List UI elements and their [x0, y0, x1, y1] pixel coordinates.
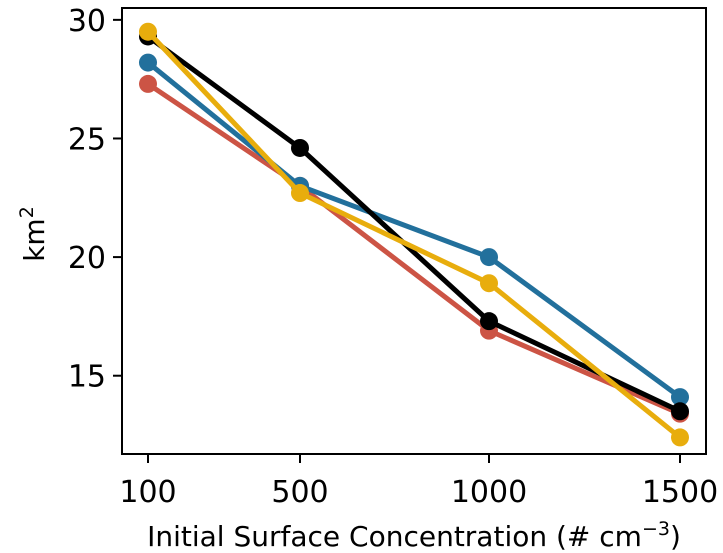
series-3-point-1000 [480, 312, 498, 331]
x-tick-label-1500: 1500 [642, 475, 718, 510]
series-3-point-500 [291, 138, 309, 157]
series-4-point-1500 [671, 428, 689, 447]
x-tick-label-100: 100 [119, 475, 176, 510]
series-2-point-1500 [671, 388, 689, 407]
x-tick-label-1000: 1000 [451, 475, 527, 510]
series-2-line [146, 60, 682, 400]
x-axis-label-superscript: −3 [642, 518, 670, 540]
series-3-line [146, 34, 682, 414]
series-1-point-100 [139, 74, 157, 93]
x-axis-label-text: Initial Surface Concentration (# cm [147, 520, 642, 553]
y-tick-label-30: 30 [68, 4, 106, 39]
series-4-point-500 [291, 184, 309, 203]
series-2-point-1000 [480, 248, 498, 267]
series-2-point-100 [139, 53, 157, 72]
series-4-line [146, 30, 682, 440]
y-axis-label: km2 [16, 206, 51, 262]
series-4-point-100 [139, 22, 157, 41]
series-layer [139, 22, 689, 447]
series-3 [139, 27, 689, 421]
plot-frame [121, 7, 707, 455]
y-tick-label-25: 25 [68, 122, 106, 157]
x-tick-label-500: 500 [271, 475, 328, 510]
series-1-line [146, 81, 681, 416]
y-tick-label-20: 20 [68, 241, 106, 276]
y-tick-label-15: 15 [68, 360, 106, 395]
series-2 [139, 53, 689, 407]
x-axis-label-suffix: ) [670, 520, 681, 553]
x-axis-label: Initial Surface Concentration (# cm−3) [147, 518, 681, 553]
series-4 [139, 22, 689, 447]
x-axis: 100 500 1000 1500 [119, 454, 718, 510]
series-4-point-1000 [480, 274, 498, 293]
y-axis-label-superscript: 2 [16, 206, 38, 218]
y-axis-label-text: km [18, 218, 51, 262]
series-3-point-1500 [671, 402, 689, 421]
y-axis: 15 20 25 30 [68, 4, 122, 395]
